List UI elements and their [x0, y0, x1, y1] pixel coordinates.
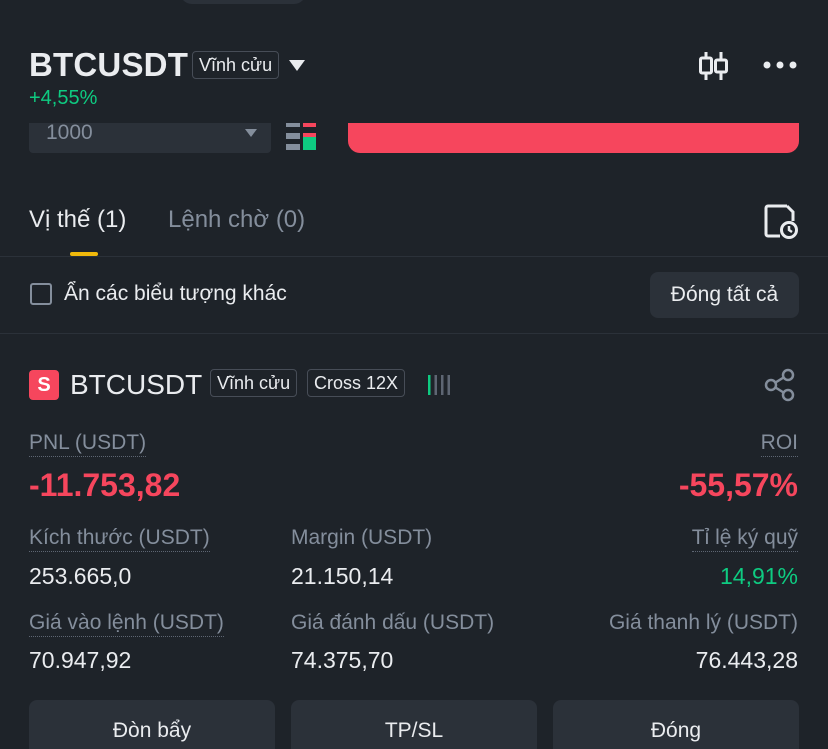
hide-other-symbols-label[interactable]: Ẩn các biểu tượng khác	[64, 282, 287, 305]
more-options-icon[interactable]	[762, 57, 798, 73]
position-contract-badge: Vĩnh cửu	[210, 369, 298, 397]
liquidation-price-value: 76.443,28	[695, 647, 798, 673]
active-tab-indicator	[70, 252, 98, 256]
close-position-button[interactable]: Đóng	[553, 700, 799, 749]
tpsl-button[interactable]: TP/SL	[291, 700, 537, 749]
order-book-icon[interactable]	[286, 122, 316, 150]
pnl-value: -11.753,82	[29, 467, 181, 503]
entry-price-label: Giá vào lệnh (USDT)	[29, 611, 224, 637]
mark-price-label: Giá đánh dấu (USDT)	[291, 611, 495, 634]
hide-other-symbols-checkbox[interactable]	[30, 283, 52, 305]
pnl-label: PNL (USDT)	[29, 431, 147, 457]
page-title[interactable]: BTCUSDT	[29, 46, 189, 83]
chevron-down-icon	[245, 129, 257, 137]
adl-indicator-icon	[428, 375, 450, 395]
tab-open-orders[interactable]: Lệnh chờ (0)	[168, 206, 306, 233]
mark-price-value: 74.375,70	[291, 647, 394, 673]
tab-positions[interactable]: Vị thế (1)	[29, 206, 127, 233]
top-handle	[180, 0, 306, 4]
price-change: +4,55%	[29, 87, 98, 109]
close-all-button[interactable]: Đóng tất cả	[650, 272, 799, 318]
leverage-button[interactable]: Đòn bẩy	[29, 700, 275, 749]
leverage-button-label: Đòn bẩy	[112, 719, 192, 742]
short-side-badge: S	[29, 370, 59, 400]
margin-ratio-label: Tỉ lệ ký quỹ	[691, 526, 798, 552]
roi-value: -55,57%	[678, 467, 798, 503]
leverage-value: 1000	[46, 121, 93, 144]
side-label: S	[37, 373, 51, 396]
size-value: 253.665,0	[29, 563, 132, 589]
position-symbol[interactable]: BTCUSDT	[70, 369, 203, 400]
header-bar	[0, 0, 828, 123]
liquidation-price-label: Giá thanh lý (USDT)	[608, 611, 798, 634]
divider	[0, 256, 828, 257]
close-position-label: Đóng	[650, 719, 702, 742]
share-icon[interactable]	[763, 368, 797, 402]
margin-mode-badge[interactable]: Cross 12X	[307, 369, 406, 397]
order-history-icon[interactable]	[763, 203, 799, 239]
margin-label: Margin (USDT)	[291, 526, 433, 549]
margin-ratio-value: 14,91%	[719, 563, 798, 589]
size-label: Kích thước (USDT)	[29, 526, 210, 552]
close-all-label: Đóng tất cả	[670, 283, 779, 306]
margin-value: 21.150,14	[291, 563, 394, 589]
divider	[0, 333, 828, 334]
entry-price-value: 70.947,92	[29, 647, 132, 673]
roi-label: ROI	[760, 431, 798, 457]
tpsl-button-label: TP/SL	[384, 719, 444, 742]
contract-type-badge: Vĩnh cửu	[192, 51, 280, 79]
candlestick-chart-icon[interactable]	[697, 50, 729, 82]
caret-down-icon[interactable]	[289, 60, 305, 71]
